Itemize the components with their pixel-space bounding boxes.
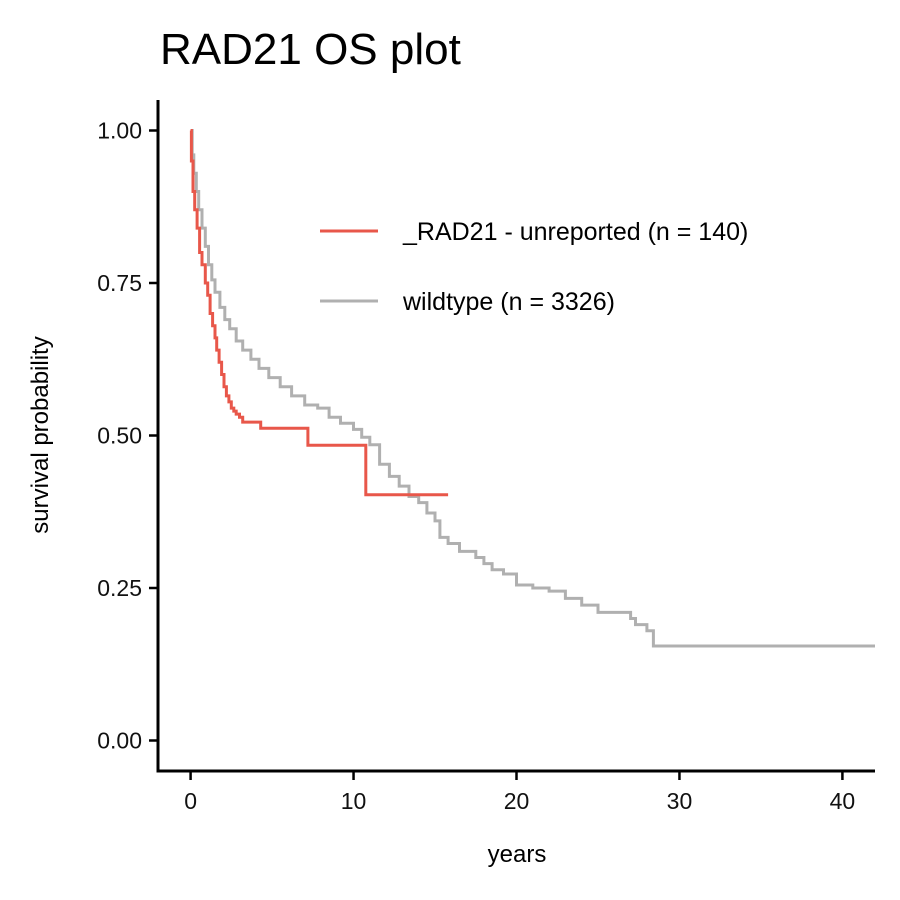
x-tick-label: 40: [830, 788, 856, 814]
x-tick-label: 30: [667, 788, 693, 814]
y-axis: 0.00 0.25 0.50 0.75 1.00: [97, 100, 160, 773]
legend: _RAD21 - unreported (n = 140) wildtype (n…: [320, 218, 748, 316]
x-axis-label: years: [488, 841, 547, 868]
y-tick-label: 0.50: [97, 423, 142, 449]
y-axis-label: survival probability: [27, 336, 54, 533]
y-tick-label: 0.75: [97, 270, 142, 296]
plot-area: [189, 129, 875, 648]
y-tick-label: 1.00: [97, 118, 142, 144]
series-line-1: [190, 129, 875, 648]
chart-title: RAD21 OS plot: [160, 25, 461, 74]
x-tick-label: 10: [341, 788, 367, 814]
y-tick-label: 0.25: [97, 575, 142, 601]
x-tick-label: 0: [184, 788, 197, 814]
x-axis: 0 10 20 30 40: [156, 769, 875, 814]
series-line-0: [189, 129, 449, 497]
legend-label-1: wildtype (n = 3326): [402, 288, 615, 316]
legend-label-0: _RAD21 - unreported (n = 140): [402, 218, 748, 246]
y-tick-label: 0.00: [97, 728, 142, 754]
x-tick-label: 20: [504, 788, 530, 814]
